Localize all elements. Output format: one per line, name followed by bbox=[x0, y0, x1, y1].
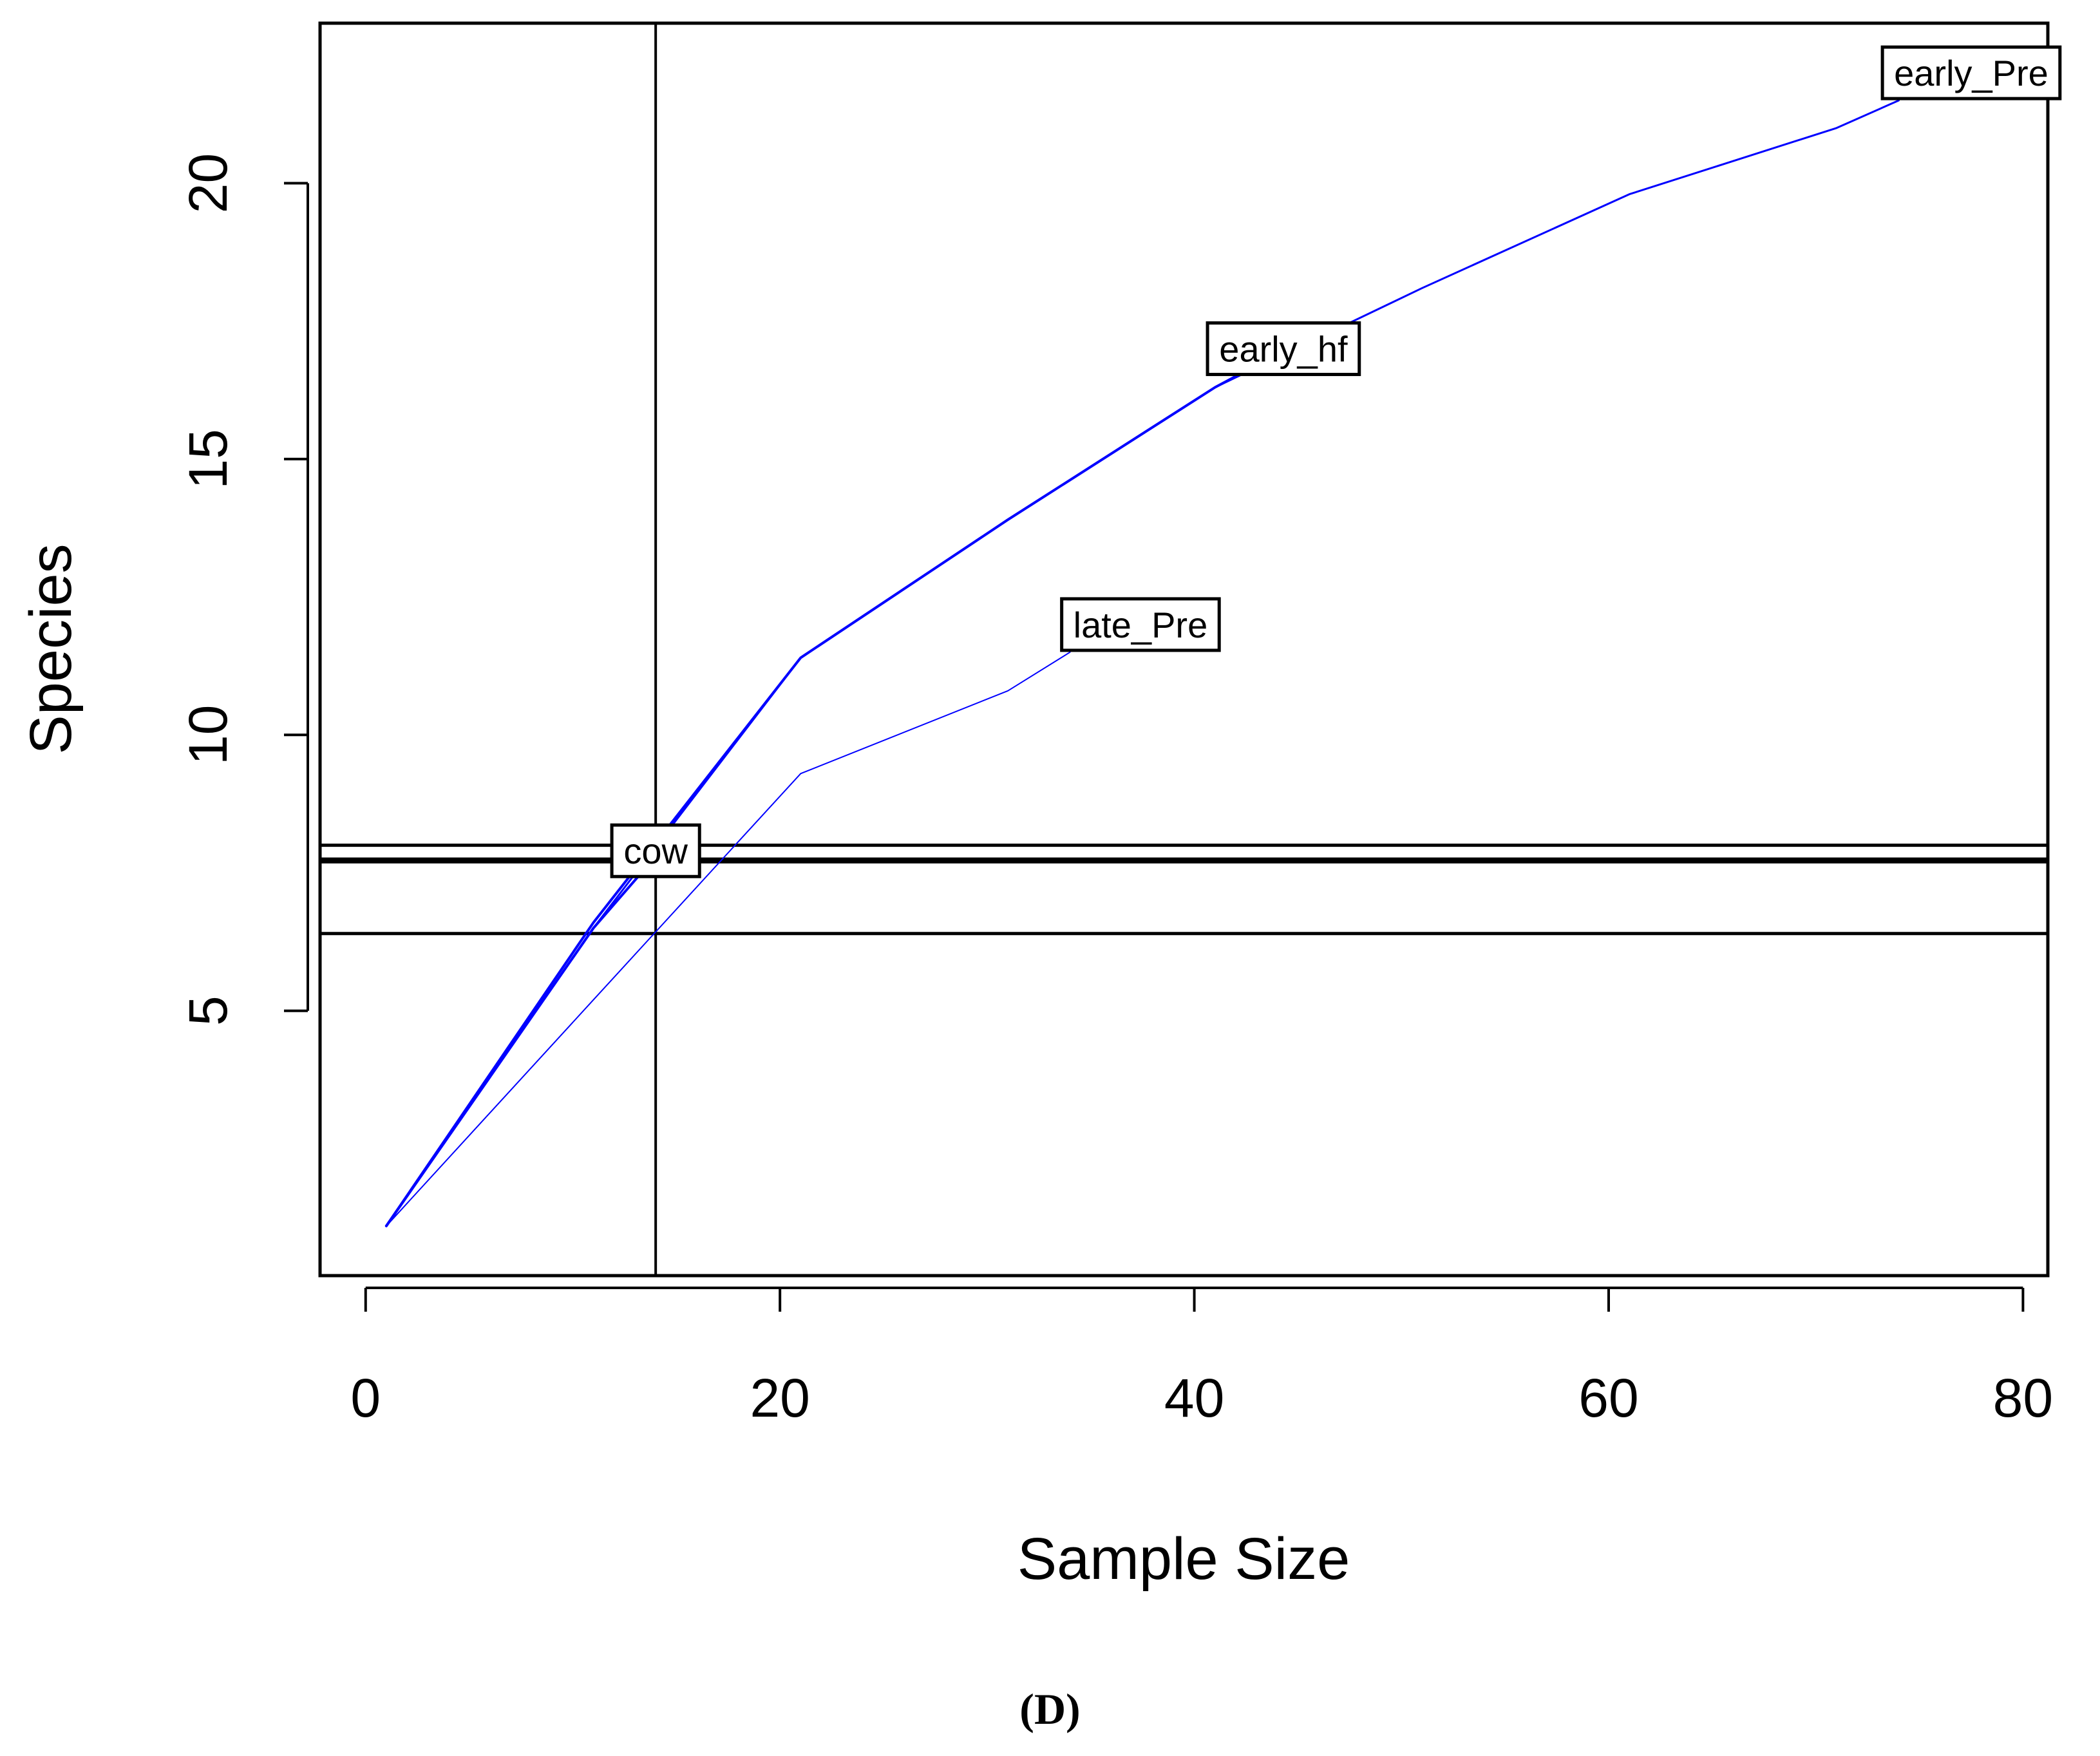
series-line-cow bbox=[384, 854, 657, 1227]
curve-label-box bbox=[1880, 45, 2062, 100]
reference-lines bbox=[320, 23, 2048, 1276]
curve-label-text: early_Pre bbox=[1894, 53, 2048, 93]
figure-caption: (D) bbox=[1019, 1685, 1081, 1733]
curve-label-late-pre: late_Pre bbox=[1060, 597, 1221, 652]
curve-label-text: cow bbox=[623, 831, 688, 871]
y-tick-label: 15 bbox=[178, 429, 238, 489]
y-tick-label: 20 bbox=[178, 153, 238, 213]
series-layer bbox=[384, 99, 1900, 1227]
curve-label-box bbox=[1060, 597, 1221, 652]
y-tick-label: 5 bbox=[178, 996, 238, 1026]
curve-label-box bbox=[610, 823, 701, 878]
series-line-early-hf bbox=[384, 375, 1237, 1227]
x-tick-label: 0 bbox=[350, 1368, 381, 1428]
plot-frame bbox=[318, 21, 2050, 1278]
x-tick-label: 60 bbox=[1578, 1368, 1638, 1428]
x-axis-title: Sample Size bbox=[1017, 1526, 1350, 1592]
series-line-early-pre bbox=[385, 99, 1900, 1227]
y-axis: 5 10 15 20 bbox=[178, 153, 309, 1026]
x-axis: 0 20 40 60 80 bbox=[350, 1287, 2053, 1428]
curve-label-early-hf: early_hf bbox=[1206, 321, 1361, 377]
y-axis-title: Species bbox=[18, 543, 84, 754]
curve-label-text: early_hf bbox=[1219, 329, 1348, 370]
curve-label-text: late_Pre bbox=[1074, 605, 1208, 645]
series-line-late-pre bbox=[385, 651, 1071, 1227]
curve-label-box bbox=[1206, 321, 1361, 377]
curve-label-early-pre: early_Pre bbox=[1880, 45, 2062, 100]
x-tick-label: 40 bbox=[1164, 1368, 1224, 1428]
x-tick-label: 80 bbox=[1993, 1368, 2053, 1428]
x-tick-label: 20 bbox=[750, 1368, 809, 1428]
y-tick-label: 10 bbox=[178, 705, 238, 765]
curve-label-cow: cow bbox=[610, 823, 701, 878]
